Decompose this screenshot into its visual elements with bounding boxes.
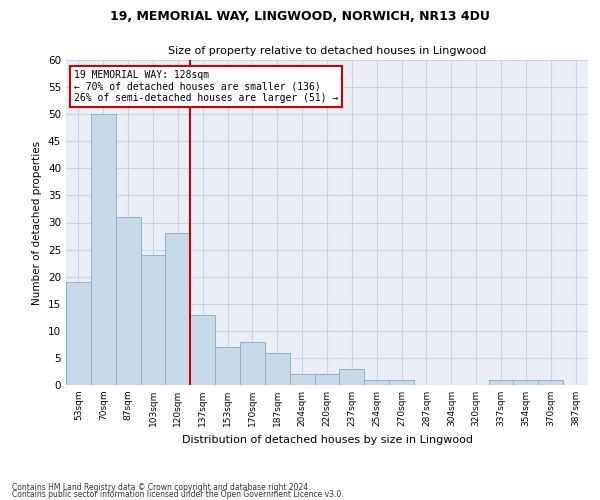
Bar	[215, 347, 240, 385]
Bar	[166, 234, 190, 385]
Title: Size of property relative to detached houses in Lingwood: Size of property relative to detached ho…	[168, 46, 486, 56]
Bar	[488, 380, 514, 385]
Bar	[240, 342, 265, 385]
Bar	[116, 217, 140, 385]
Y-axis label: Number of detached properties: Number of detached properties	[32, 140, 43, 304]
Bar	[314, 374, 340, 385]
Bar	[140, 255, 166, 385]
Bar	[340, 369, 364, 385]
Text: 19 MEMORIAL WAY: 128sqm
← 70% of detached houses are smaller (136)
26% of semi-d: 19 MEMORIAL WAY: 128sqm ← 70% of detache…	[74, 70, 338, 103]
Bar	[389, 380, 414, 385]
Bar	[91, 114, 116, 385]
Bar	[66, 282, 91, 385]
Bar	[265, 352, 290, 385]
Bar	[364, 380, 389, 385]
Text: Contains public sector information licensed under the Open Government Licence v3: Contains public sector information licen…	[12, 490, 344, 499]
Bar	[538, 380, 563, 385]
Text: 19, MEMORIAL WAY, LINGWOOD, NORWICH, NR13 4DU: 19, MEMORIAL WAY, LINGWOOD, NORWICH, NR1…	[110, 10, 490, 23]
Bar	[190, 314, 215, 385]
Bar	[514, 380, 538, 385]
Bar	[290, 374, 314, 385]
Text: Contains HM Land Registry data © Crown copyright and database right 2024.: Contains HM Land Registry data © Crown c…	[12, 484, 311, 492]
X-axis label: Distribution of detached houses by size in Lingwood: Distribution of detached houses by size …	[182, 434, 473, 444]
